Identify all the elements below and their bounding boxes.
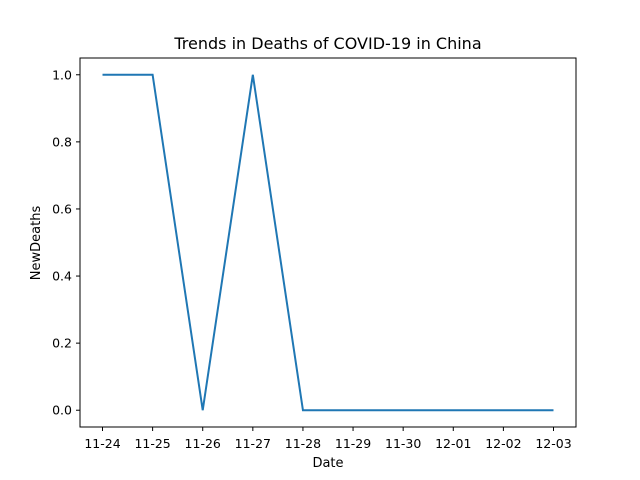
x-tick-label: 12-02 [485, 436, 521, 451]
series-group [102, 73, 554, 412]
x-tick-label: 11-24 [84, 436, 120, 451]
chart-title: Trends in Deaths of COVID-19 in China [173, 34, 481, 53]
x-tick-label: 11-28 [285, 436, 321, 451]
plot-frame [79, 57, 577, 428]
x-tick-label: 12-03 [535, 436, 571, 451]
y-tick-label: 0.4 [52, 269, 72, 284]
y-tick-label: 0.0 [52, 403, 72, 418]
x-tick-label: 11-25 [134, 436, 170, 451]
x-tick-label: 11-26 [185, 436, 221, 451]
y-tick-label: 0.8 [52, 134, 72, 149]
y-tick-label: 1.0 [52, 67, 72, 82]
x-tick-label: 11-30 [385, 436, 421, 451]
x-tick-label: 11-29 [335, 436, 371, 451]
series-line [102, 73, 554, 412]
y-axis-label: NewDeaths [29, 206, 44, 281]
x-axis-ticks: 11-24 11-25 11-26 11-27 11-28 11-29 11-30 12-01… [84, 427, 572, 451]
x-tick-label: 12-01 [435, 436, 471, 451]
y-tick-label: 0.6 [52, 201, 72, 216]
y-axis-ticks: 0.0 0.2 0.4 0.6 0.8 1.0 [52, 67, 80, 418]
x-axis-label: Date [312, 456, 343, 471]
x-tick-label: 11-27 [235, 436, 271, 451]
y-tick-label: 0.2 [52, 336, 72, 351]
